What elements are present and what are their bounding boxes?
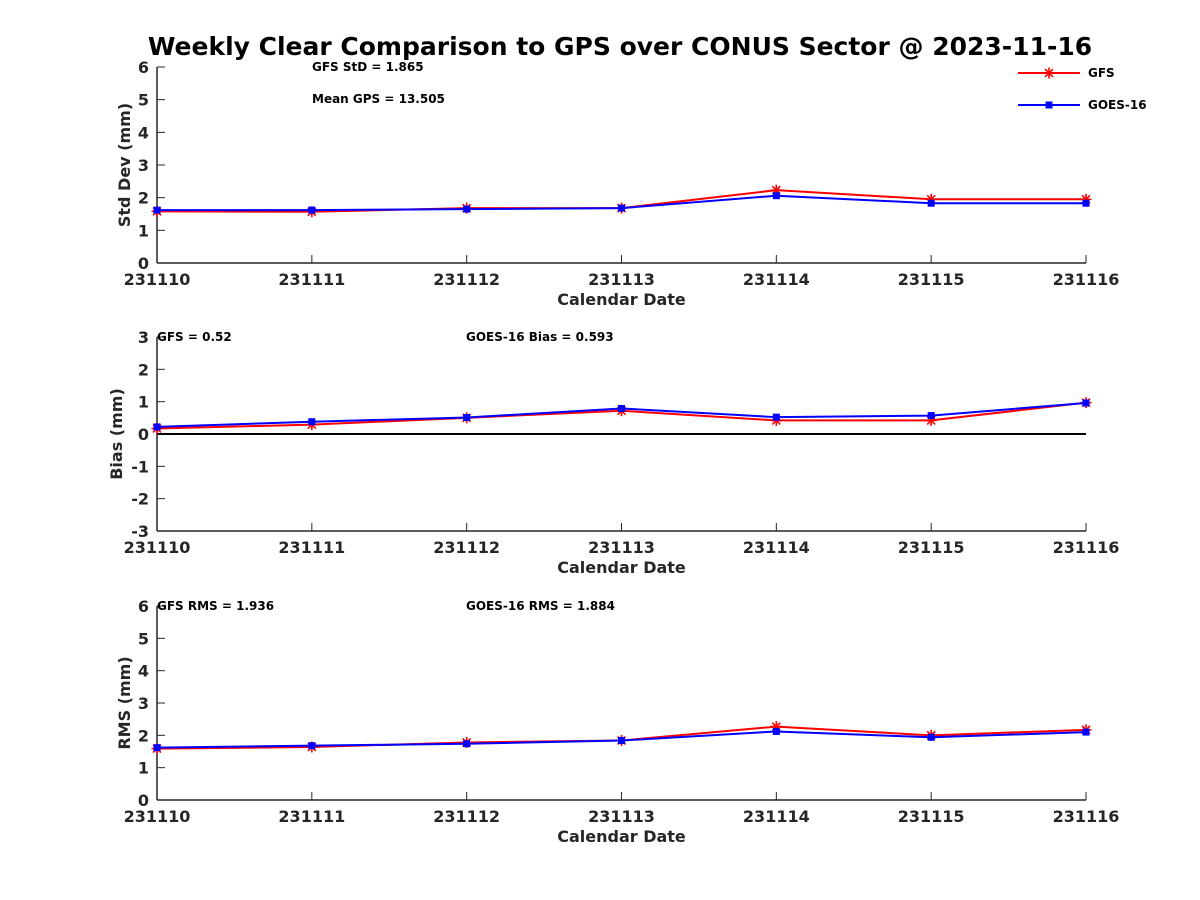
subplot-2: -3 -2 -1 0 1 2 3 231110 231111 231112 231113 231114… xyxy=(107,328,1119,577)
y-tick-label: -2 xyxy=(131,490,149,509)
y-axis-label: Bias (mm) xyxy=(107,388,126,480)
data-point-marker xyxy=(463,414,471,422)
x-tick-label: 231114 xyxy=(743,807,810,826)
y-tick-label: 2 xyxy=(138,726,149,745)
x-tick-label: 231113 xyxy=(588,807,655,826)
y-tick-label: -3 xyxy=(131,522,149,541)
y-tick-label: 6 xyxy=(138,597,149,616)
x-tick-label: 231110 xyxy=(124,270,191,289)
data-point-marker xyxy=(927,412,935,420)
x-tick-label: 231116 xyxy=(1053,807,1120,826)
y-tick-label: 2 xyxy=(138,189,149,208)
data-point-marker xyxy=(1082,199,1090,207)
stat-annotation: GFS StD = 1.865 xyxy=(312,60,424,74)
series-gfs xyxy=(151,184,1092,218)
x-tick-label: 231112 xyxy=(433,807,500,826)
data-point-marker xyxy=(927,199,935,207)
data-point-marker xyxy=(153,744,161,752)
series-goes-16 xyxy=(153,727,1090,752)
stat-annotation: GFS RMS = 1.936 xyxy=(157,599,274,613)
stat-annotation: GOES-16 Bias = 0.593 xyxy=(466,330,614,344)
x-tick-label: 231115 xyxy=(898,807,965,826)
data-point-marker xyxy=(463,740,471,748)
y-tick-label: 1 xyxy=(138,393,149,412)
y-tick-label: 3 xyxy=(138,328,149,347)
x-tick-label: 231115 xyxy=(898,538,965,557)
y-tick-label: 3 xyxy=(138,156,149,175)
y-tick-label: 1 xyxy=(138,221,149,240)
x-tick-label: 231114 xyxy=(743,270,810,289)
x-tick-label: 231111 xyxy=(278,270,345,289)
legend-label: GOES-16 xyxy=(1088,98,1147,112)
data-point-marker xyxy=(463,205,471,213)
subplot-1: 0 1 2 3 4 5 6 231110 231111 231112 231113 231114 231… xyxy=(115,58,1119,309)
series-gfs xyxy=(151,397,1092,435)
data-point-marker xyxy=(1082,728,1090,736)
y-tick-label: 4 xyxy=(138,662,149,681)
x-tick-label: 231112 xyxy=(433,538,500,557)
x-tick-label: 231112 xyxy=(433,270,500,289)
data-point-marker xyxy=(927,733,935,741)
x-tick-label: 231114 xyxy=(743,538,810,557)
data-point-marker xyxy=(308,206,316,214)
legend-entry: GFS xyxy=(1018,66,1115,80)
x-tick-label: 231116 xyxy=(1053,538,1120,557)
data-point-marker xyxy=(308,418,316,426)
y-tick-label: 0 xyxy=(138,425,149,444)
data-point-marker xyxy=(618,204,625,212)
x-tick-label: 231113 xyxy=(588,538,655,557)
stat-annotation: Mean GPS = 13.505 xyxy=(312,92,445,106)
x-axis-label: Calendar Date xyxy=(557,290,686,309)
y-tick-label: 4 xyxy=(138,123,149,142)
x-tick-label: 231113 xyxy=(588,270,655,289)
y-tick-label: 0 xyxy=(138,254,149,273)
data-point-marker xyxy=(1082,399,1090,407)
data-point-marker xyxy=(618,737,625,745)
y-tick-label: 5 xyxy=(138,91,149,110)
data-point-marker xyxy=(772,413,780,421)
data-point-marker xyxy=(772,192,780,200)
x-tick-label: 231110 xyxy=(124,807,191,826)
legend-label: GFS xyxy=(1088,66,1115,80)
y-tick-label: 2 xyxy=(138,360,149,379)
legend-marker xyxy=(1045,101,1053,109)
y-axis-label: RMS (mm) xyxy=(115,656,134,749)
y-tick-label: 3 xyxy=(138,694,149,713)
x-tick-label: 231111 xyxy=(278,807,345,826)
legend-entry: GOES-16 xyxy=(1018,98,1147,112)
x-axis-label: Calendar Date xyxy=(557,827,686,846)
x-tick-label: 231110 xyxy=(124,538,191,557)
stat-annotation: GFS = 0.52 xyxy=(157,330,232,344)
legend-marker xyxy=(1043,67,1055,79)
x-axis-label: Calendar Date xyxy=(557,558,686,577)
series-goes-16 xyxy=(153,192,1090,214)
legend: GFS GOES-16 xyxy=(1018,66,1147,112)
y-axis-label: Std Dev (mm) xyxy=(115,103,134,227)
data-point-marker xyxy=(772,727,780,735)
y-tick-label: 0 xyxy=(138,791,149,810)
y-tick-label: 5 xyxy=(138,629,149,648)
data-point-marker xyxy=(308,742,316,750)
data-point-marker xyxy=(618,404,625,412)
series-goes-16 xyxy=(153,399,1090,431)
x-tick-label: 231115 xyxy=(898,270,965,289)
y-tick-label: -1 xyxy=(131,457,149,476)
subplot-3: 0 1 2 3 4 5 6 231110 231111 231112 231113 231114 231… xyxy=(115,597,1119,846)
y-tick-label: 6 xyxy=(138,58,149,77)
stat-annotation: GOES-16 RMS = 1.884 xyxy=(466,599,615,613)
data-point-marker xyxy=(153,206,161,214)
y-tick-label: 1 xyxy=(138,759,149,778)
data-point-marker xyxy=(153,423,161,431)
chart-title: Weekly Clear Comparison to GPS over CONU… xyxy=(148,32,1092,61)
x-tick-label: 231116 xyxy=(1053,270,1120,289)
x-tick-label: 231111 xyxy=(278,538,345,557)
